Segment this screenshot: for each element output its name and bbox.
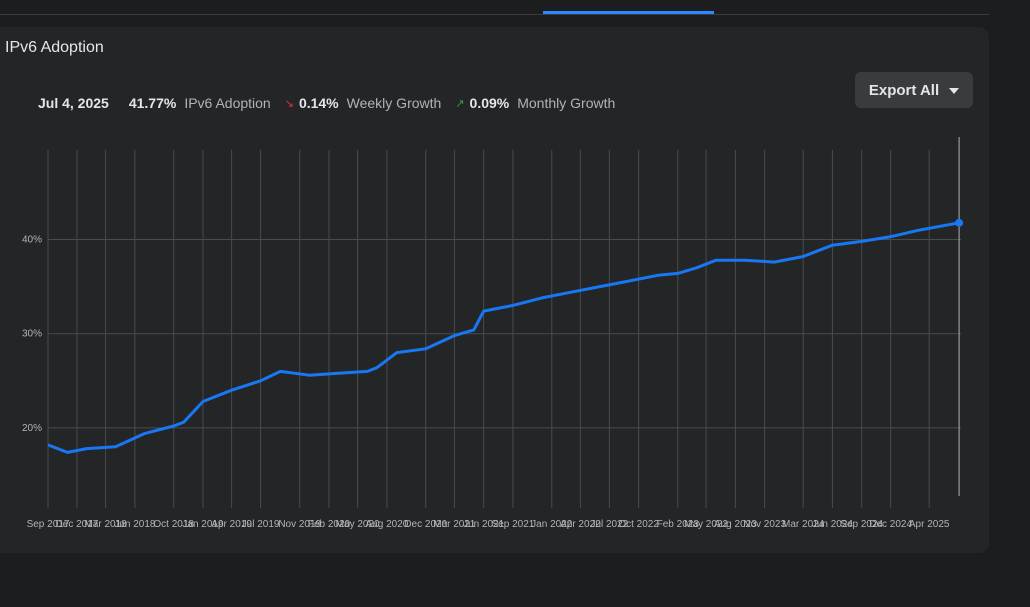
x-tick-label: Dec 2020 (404, 519, 447, 530)
x-tick-label: May 2023 (684, 519, 728, 530)
caret-down-icon (949, 88, 960, 94)
hover-point (955, 218, 964, 227)
x-tick-label: Aug 2020 (366, 519, 409, 530)
x-tick-label: Mar 2021 (433, 519, 476, 530)
x-tick-label: Aug 2023 (714, 519, 757, 530)
x-tick-label: Apr 2019 (211, 519, 252, 530)
x-tick-label: Jul 2019 (242, 519, 280, 530)
stat-adoption-value: 41.77% (128, 95, 177, 111)
stat-weekly-value: 0.14% (298, 95, 339, 111)
x-tick-label: Oct 2022 (618, 519, 659, 530)
x-tick-label: Mar 2018 (84, 519, 127, 530)
x-tick-label: Apr 2022 (560, 519, 601, 530)
x-tick-label: Jan 2019 (182, 519, 224, 530)
x-tick-label: Mar 2024 (782, 519, 825, 530)
x-tick-label: Apr 2025 (909, 519, 950, 530)
y-tick-label: 30% (22, 329, 42, 340)
active-tab-indicator (543, 11, 714, 14)
y-tick-label: 20% (22, 423, 42, 434)
x-tick-label: May 2020 (336, 519, 380, 530)
x-tick-label: Jul 2022 (590, 519, 628, 530)
card-title: IPv6 Adoption (5, 39, 104, 56)
x-tick-label: Sep 2024 (840, 519, 883, 530)
x-tick-label: Feb 2020 (308, 519, 351, 530)
export-all-button[interactable]: Export All (855, 72, 973, 108)
x-tick-label: Nov 2019 (278, 519, 321, 530)
stat-weekly-label: Weekly Growth (346, 95, 442, 111)
arrow-up-icon: ↗ (455, 97, 465, 110)
y-tick-label: 40% (22, 235, 42, 246)
x-tick-label: Sep 2021 (492, 519, 535, 530)
series-line (47, 221, 960, 454)
x-tick-label: Jun 2018 (114, 519, 156, 530)
x-tick-label: Dec 2017 (56, 519, 99, 530)
x-tick-label: Dec 2024 (869, 519, 912, 530)
x-tick-label: Jun 2024 (812, 519, 854, 530)
stat-monthly-label: Monthly Growth (517, 95, 616, 111)
x-tick-label: Jun 2021 (463, 519, 505, 530)
x-tick-label: Nov 2023 (743, 519, 786, 530)
arrow-down-icon: ↘ (284, 97, 294, 110)
export-all-label: Export All (868, 81, 940, 99)
ipv6-adoption-card: IPv6 Adoption Export All (0, 27, 989, 553)
stat-date: Jul 4, 2025 (38, 95, 109, 111)
top-tab-bar (0, 0, 989, 15)
stat-adoption-label: IPv6 Adoption (184, 95, 271, 111)
x-tick-label: Oct 2018 (153, 519, 194, 530)
stat-monthly-value: 0.09% (469, 95, 510, 111)
stats-row: Jul 4, 2025 41.77% IPv6 Adoption ↘ 0.14%… (38, 95, 615, 111)
x-tick-label: Jan 2022 (531, 519, 573, 530)
x-tick-label: Feb 2023 (657, 519, 700, 530)
x-tick-label: Sep 2017 (27, 519, 70, 530)
